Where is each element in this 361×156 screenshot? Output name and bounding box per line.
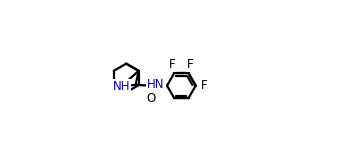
Text: NH: NH <box>113 80 130 93</box>
Text: HN: HN <box>147 78 165 91</box>
Text: O: O <box>147 92 156 105</box>
Text: F: F <box>187 58 193 71</box>
Text: F: F <box>169 58 176 71</box>
Text: F: F <box>201 79 208 92</box>
